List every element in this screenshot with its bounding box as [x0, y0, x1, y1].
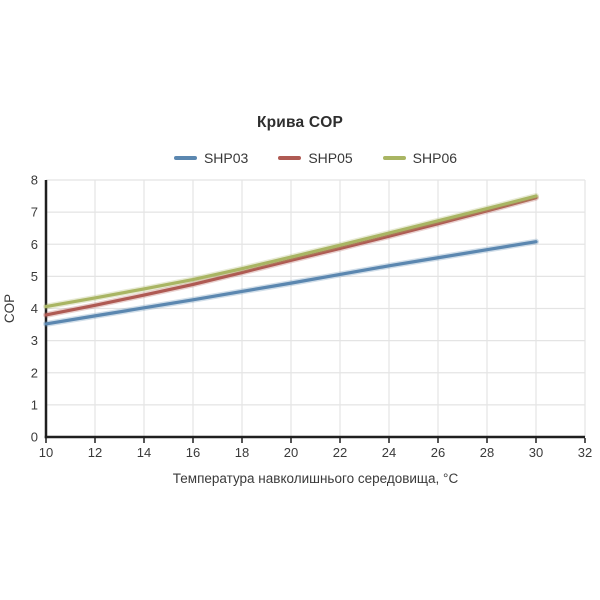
- y-tick-label: 6: [31, 237, 38, 252]
- x-axis-title: Температура навколишнього середовища, °C: [173, 471, 459, 486]
- legend-label: SHP03: [203, 150, 249, 166]
- series-line-shp05: [44, 196, 538, 317]
- y-tick-label: 8: [31, 173, 38, 188]
- legend-swatch-shp06: [382, 156, 406, 160]
- series-line-shp03: [44, 240, 538, 326]
- y-tick-label: 3: [31, 333, 38, 348]
- y-tick-label: 4: [31, 301, 38, 316]
- x-tick-label: 22: [333, 445, 347, 460]
- legend-swatch-shp03: [173, 156, 197, 160]
- x-tick-label: 28: [480, 445, 494, 460]
- y-tick-label: 5: [31, 269, 38, 284]
- x-tick-label: 24: [382, 445, 396, 460]
- chart-title: Крива COP: [256, 114, 344, 131]
- x-tick-label: 10: [39, 445, 53, 460]
- y-tick-label: 2: [31, 365, 38, 380]
- x-tick-label: 20: [284, 445, 298, 460]
- legend-item-shp03: SHP03: [173, 150, 249, 166]
- y-tick-label: 0: [31, 430, 38, 445]
- legend: SHP03 SHP05 SHP06: [46, 149, 585, 167]
- legend-label: SHP05: [308, 150, 353, 166]
- legend-label: SHP06: [412, 150, 458, 166]
- legend-swatch-shp05: [278, 156, 302, 160]
- x-tick-label: 14: [137, 445, 151, 460]
- y-tick-label: 1: [31, 397, 38, 412]
- legend-item-shp06: SHP06: [382, 150, 458, 166]
- x-tick-label: 12: [88, 445, 102, 460]
- legend-item-shp05: SHP05: [278, 150, 353, 166]
- series-line-shp06: [44, 194, 538, 309]
- y-axis-title: COP: [2, 294, 17, 323]
- y-tick-label: 7: [31, 205, 38, 220]
- x-tick-label: 26: [431, 445, 445, 460]
- x-tick-label: 32: [578, 445, 592, 460]
- x-tick-label: 30: [529, 445, 543, 460]
- x-tick-label: 16: [186, 445, 200, 460]
- x-tick-label: 18: [235, 445, 249, 460]
